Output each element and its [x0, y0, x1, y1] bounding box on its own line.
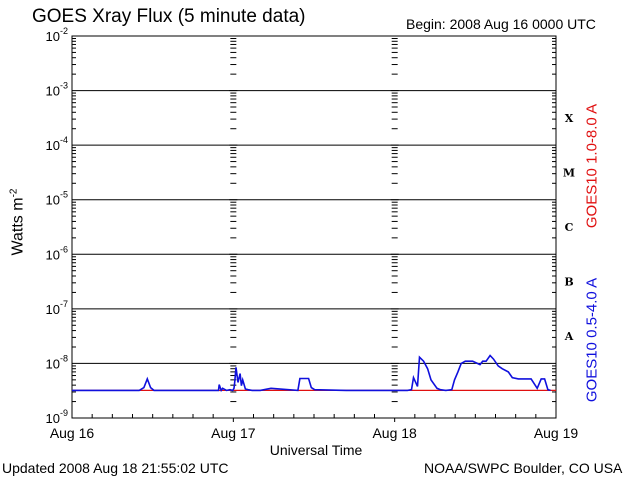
flare-class-label: X [565, 112, 574, 125]
flare-class-label: M [563, 166, 575, 179]
x-tick-label: Aug 16 [50, 425, 95, 441]
y-tick-base: 10 [46, 356, 60, 371]
flare-class-label: A [564, 330, 574, 343]
y-tick-exponent: -7 [60, 299, 68, 309]
y-tick-base: 10 [46, 138, 60, 153]
flare-class-label: B [564, 276, 573, 289]
series-line-short [72, 354, 551, 393]
y-tick-base: 10 [46, 29, 60, 44]
y-tick-label: 10-5 [46, 190, 68, 208]
y-tick-exponent: -6 [60, 244, 68, 254]
y-tick-label: 10-9 [46, 408, 68, 426]
y-tick-exponent: -3 [60, 81, 68, 91]
x-tick-label: Aug 19 [534, 425, 579, 441]
x-axis-label: Universal Time [269, 442, 363, 458]
begin-time: Begin: 2008 Aug 16 0000 UTC [406, 16, 596, 32]
y-tick-base: 10 [46, 411, 60, 426]
y-tick-label: 10-3 [46, 81, 68, 99]
y-tick-label: 10-2 [46, 26, 68, 44]
y-tick-base: 10 [46, 193, 60, 208]
y-tick-label: 10-8 [46, 353, 68, 371]
y-tick-exponent: -4 [60, 135, 68, 145]
x-tick-label: Aug 17 [211, 425, 256, 441]
x-tick-label: Aug 18 [372, 425, 417, 441]
updated-timestamp: Updated 2008 Aug 18 21:55:02 UTC [2, 460, 229, 476]
y-tick-base: 10 [46, 84, 60, 99]
y-tick-label: 10-6 [46, 244, 68, 262]
y-tick-base: 10 [46, 247, 60, 262]
y-tick-exponent: -8 [60, 353, 68, 363]
y-tick-label: 10-4 [46, 135, 68, 153]
y-tick-label: 10-7 [46, 299, 68, 317]
credit-text: NOAA/SWPC Boulder, CO USA [424, 460, 623, 476]
y-tick-exponent: -5 [60, 190, 68, 200]
y-tick-base: 10 [46, 302, 60, 317]
y-tick-exponent: -2 [60, 26, 68, 36]
flare-class-label: C [565, 221, 574, 234]
y-tick-exponent: -9 [60, 408, 68, 418]
chart-title: GOES Xray Flux (5 minute data) [32, 6, 306, 27]
